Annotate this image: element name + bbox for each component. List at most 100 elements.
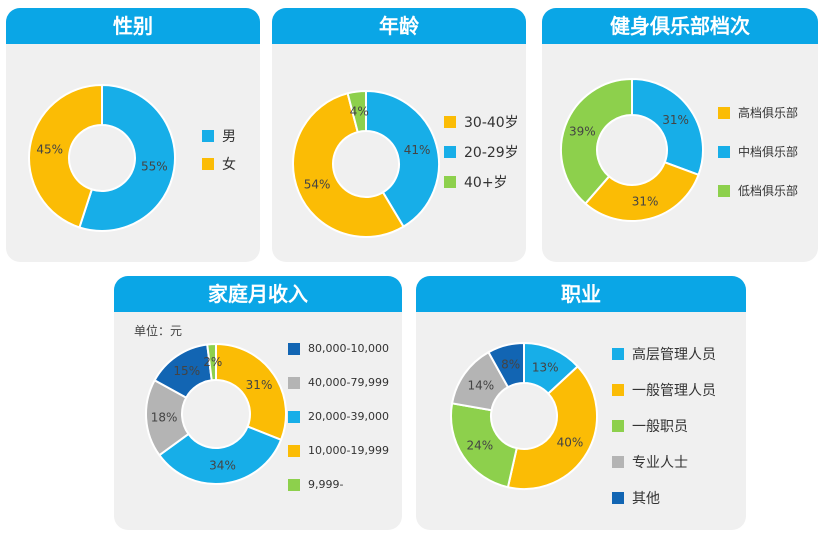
- income-donut: 31% 34% 18% 15%2%: [145, 342, 287, 485]
- club-slice-中档俱乐部: [631, 77, 704, 177]
- job-legend-item: 高层管理人员: [612, 344, 716, 364]
- club-slice-低档俱乐部: [560, 77, 633, 206]
- job-legend-label: 高层管理人员: [632, 347, 716, 363]
- gender-legend-swatch: [202, 158, 214, 170]
- job-data-label-一般职员: 24%: [467, 438, 494, 452]
- age-data-label-30-40岁: 54%: [304, 177, 331, 191]
- club-legend-item: 中档俱乐部: [718, 143, 798, 160]
- job-donut: 13% 40% 24% 14% 8%: [450, 341, 598, 490]
- age-legend: 30-40岁 20-29岁 40+岁: [444, 112, 519, 202]
- income-legend-swatch: [288, 478, 300, 491]
- income-legend-item: 9,999-: [288, 478, 389, 491]
- gender-legend-swatch: [202, 130, 214, 142]
- age-data-label-20-29岁: 41%: [404, 143, 431, 157]
- job-legend-swatch: [612, 348, 624, 360]
- gender-slice-女: [28, 83, 103, 229]
- gender-slice-男: [78, 83, 176, 232]
- gender-data-label-男: 55%: [141, 159, 168, 173]
- club-title: 健身俱乐部档次: [542, 8, 818, 44]
- gender-legend-item: 男: [202, 126, 236, 146]
- income-legend-item: 20,000-39,000: [288, 410, 389, 423]
- age-data-label-40-岁: 4%: [350, 104, 369, 118]
- club-data-label-高档俱乐部: 31%: [632, 194, 659, 208]
- gender-legend-label: 男: [222, 129, 236, 145]
- gender-card: 性别 55% 45% 男女: [6, 8, 260, 262]
- job-slice-一般管理人员: [506, 365, 598, 490]
- income-legend-label: 20,000-39,000: [308, 410, 389, 423]
- club-legend-swatch: [718, 106, 730, 119]
- job-legend-item: 专业人士: [612, 452, 716, 472]
- age-legend-label: 30-40岁: [464, 115, 519, 131]
- income-data-label-10-000-19-999: 31%: [246, 378, 273, 392]
- age-legend-label: 20-29岁: [464, 145, 519, 161]
- age-card: 年龄 41% 54% 4% 30-40岁 20-29岁 40+岁: [272, 8, 526, 262]
- job-data-label-高层管理人员: 13%: [532, 360, 559, 374]
- job-legend-label: 其他: [632, 491, 660, 507]
- age-slice-30-40岁: [292, 92, 405, 238]
- club-donut: 31% 31% 39%: [560, 77, 704, 222]
- income-data-label-9-999: 2%: [203, 355, 222, 369]
- club-legend-label: 中档俱乐部: [738, 145, 799, 159]
- income-legend-label: 10,000-19,999: [308, 444, 389, 457]
- income-slice-20-000-39-000: [157, 425, 283, 485]
- club-legend-swatch: [718, 184, 730, 197]
- age-legend-swatch: [444, 116, 456, 128]
- age-legend-swatch: [444, 146, 456, 158]
- income-data-label-40-000-79-999: 18%: [151, 410, 178, 424]
- job-data-label-一般管理人员: 40%: [557, 436, 584, 450]
- job-legend-swatch: [612, 456, 624, 468]
- income-legend-swatch: [288, 376, 300, 389]
- gender-data-label-女: 45%: [36, 143, 63, 157]
- club-data-label-中档俱乐部: 31%: [662, 113, 689, 127]
- age-legend-item: 30-40岁: [444, 112, 519, 132]
- age-legend-swatch: [444, 176, 456, 188]
- gender-donut: 55% 45%: [28, 83, 176, 232]
- income-slice-10-000-19-999: [215, 342, 287, 442]
- club-slice-高档俱乐部: [584, 160, 700, 222]
- unit-label: 单位：元: [134, 324, 183, 338]
- gender-title: 性别: [6, 8, 260, 44]
- job-slice-一般职员: [450, 402, 518, 489]
- job-legend-label: 一般管理人员: [632, 383, 716, 399]
- age-title: 年龄: [272, 8, 526, 44]
- club-card: 健身俱乐部档次 31% 31% 39% 高档俱乐部 中档俱乐部 低档俱乐部: [542, 8, 818, 262]
- income-title: 家庭月收入: [114, 276, 402, 312]
- income-legend-swatch: [288, 342, 300, 355]
- income-data-label-80-000-10-000: 15%: [173, 364, 200, 378]
- income-card: 家庭月收入 单位：元 31% 34% 18% 15% 2% 80,000-10,000 4…: [114, 276, 402, 530]
- job-legend-item: 一般管理人员: [612, 380, 716, 400]
- income-legend-swatch: [288, 410, 300, 423]
- income-legend-label: 9,999-: [308, 478, 344, 491]
- age-legend-label: 40+岁: [464, 175, 508, 191]
- job-legend-label: 一般职员: [632, 419, 688, 435]
- income-legend-item: 40,000-79,999: [288, 376, 389, 389]
- income-legend-item: 80,000-10,000: [288, 342, 389, 355]
- income-legend-swatch: [288, 444, 300, 457]
- job-data-label-专业人士: 14%: [467, 378, 494, 392]
- income-legend-label: 80,000-10,000: [308, 342, 389, 355]
- club-legend-item: 高档俱乐部: [718, 104, 798, 121]
- job-slice-其他: [487, 341, 525, 389]
- club-legend-swatch: [718, 145, 730, 158]
- gender-legend-label: 女: [222, 157, 236, 173]
- age-slice-40-岁: [346, 89, 367, 134]
- job-legend-swatch: [612, 384, 624, 396]
- job-legend-item: 一般职员: [612, 416, 716, 436]
- job-legend-swatch: [612, 420, 624, 432]
- club-legend: 高档俱乐部中档俱乐部低档俱乐部: [718, 104, 798, 221]
- job-card: 职业 13% 40% 24% 14% 8% 高层管理人员 一般管理人员 一般职员 专业人士 其他: [416, 276, 746, 530]
- income-legend-item: 10,000-19,999: [288, 444, 389, 457]
- age-donut: 41% 54% 4%: [292, 89, 440, 238]
- job-legend-item: 其他: [612, 488, 716, 508]
- job-legend-swatch: [612, 492, 624, 504]
- gender-legend: 男女: [202, 126, 236, 182]
- age-legend-item: 40+岁: [444, 172, 519, 192]
- income-legend-label: 40,000-79,999: [308, 376, 389, 389]
- job-legend-label: 专业人士: [632, 455, 688, 471]
- job-title: 职业: [416, 276, 746, 312]
- age-legend-item: 20-29岁: [444, 142, 519, 162]
- club-legend-label: 低档俱乐部: [738, 184, 799, 198]
- income-data-label-20-000-39-000: 34%: [209, 459, 236, 473]
- club-legend-item: 低档俱乐部: [718, 182, 798, 199]
- club-legend-label: 高档俱乐部: [738, 106, 799, 120]
